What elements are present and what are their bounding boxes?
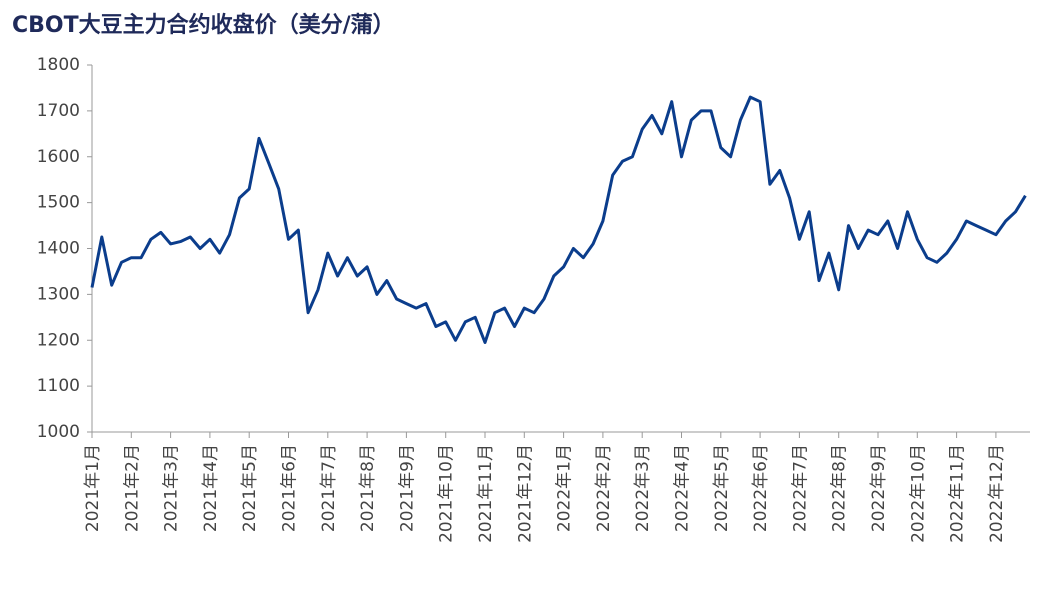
x-tick-label: 2022年2月 xyxy=(594,444,614,532)
x-tick-label: 2021年9月 xyxy=(397,444,417,532)
x-tick-label: 2022年1月 xyxy=(555,444,575,532)
x-tick-label: 2022年12月 xyxy=(987,444,1007,543)
x-tick-label: 2022年4月 xyxy=(673,444,693,532)
x-tick-label: 2022年5月 xyxy=(712,444,732,532)
y-tick-label: 1800 xyxy=(37,55,80,75)
x-tick-label: 2021年10月 xyxy=(437,444,457,543)
x-tick-label: 2022年10月 xyxy=(908,444,928,543)
x-tick-label: 2021年1月 xyxy=(83,444,103,532)
y-tick-label: 1400 xyxy=(37,239,80,259)
y-tick-label: 1000 xyxy=(37,422,80,442)
x-tick-label: 2021年12月 xyxy=(515,444,535,543)
x-tick-label: 2022年3月 xyxy=(633,444,653,532)
x-tick-label: 2021年5月 xyxy=(240,444,260,532)
x-tick-label: 2022年9月 xyxy=(869,444,889,532)
y-tick-label: 1600 xyxy=(37,147,80,167)
y-tick-label: 1500 xyxy=(37,193,80,213)
x-tick-label: 2021年3月 xyxy=(162,444,182,532)
x-tick-label: 2021年11月 xyxy=(476,444,496,543)
y-tick-label: 1100 xyxy=(37,376,80,396)
y-tick-label: 1200 xyxy=(37,330,80,350)
y-tick-label: 1700 xyxy=(37,101,80,121)
x-tick-label: 2022年8月 xyxy=(830,444,850,532)
x-tick-label: 2022年6月 xyxy=(751,444,771,532)
x-tick-label: 2022年11月 xyxy=(948,444,968,543)
price-line xyxy=(90,95,1027,344)
x-tick-label: 2021年6月 xyxy=(280,444,300,532)
y-tick-label: 1300 xyxy=(37,284,80,304)
x-tick-label: 2021年4月 xyxy=(201,444,221,532)
x-tick-label: 2021年8月 xyxy=(358,444,378,532)
x-tick-label: 2021年7月 xyxy=(319,444,339,532)
x-tick-label: 2021年2月 xyxy=(122,444,142,532)
chart-title: CBOT大豆主力合约收盘价（美分/蒲） xyxy=(12,12,395,38)
x-tick-label: 2022年7月 xyxy=(790,444,810,532)
